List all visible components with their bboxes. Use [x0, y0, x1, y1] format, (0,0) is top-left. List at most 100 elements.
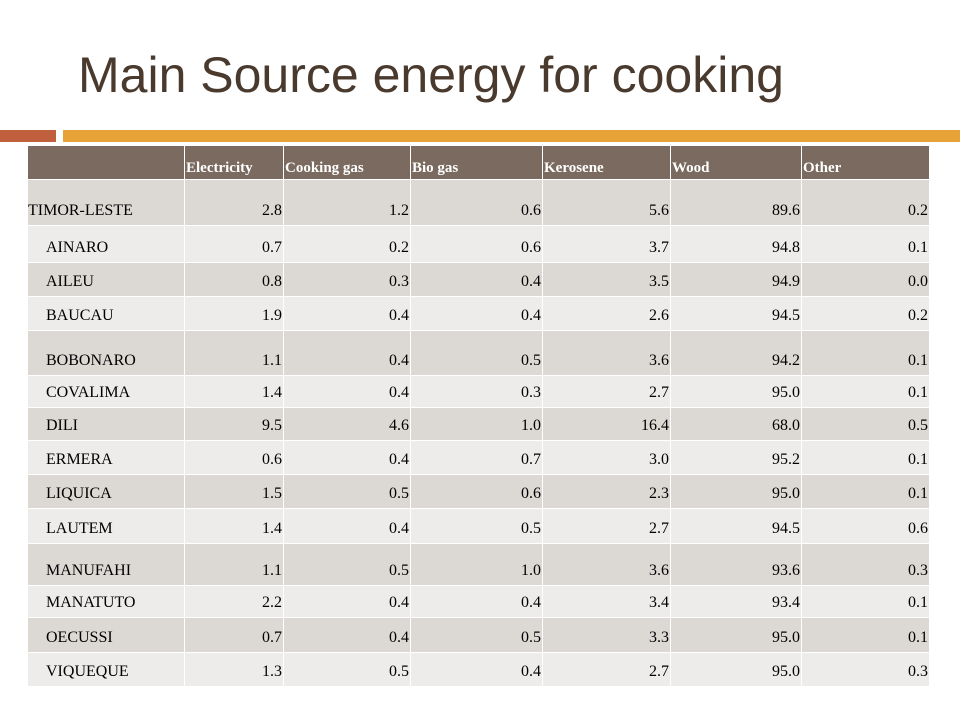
- value-cell: 2.6: [542, 296, 671, 332]
- value-cell: 0.5: [410, 508, 543, 544]
- value-cell: 1.2: [283, 178, 411, 227]
- table-row: LAUTEM 1.4 0.4 0.5 2.7 94.5 0.6: [27, 508, 930, 544]
- column-header: Electricity: [184, 145, 284, 180]
- value-cell: 95.0: [670, 651, 802, 688]
- region-name: ERMERA: [27, 439, 185, 475]
- value-cell: 0.1: [801, 374, 930, 409]
- value-cell: 94.5: [670, 508, 802, 544]
- accent-bar-left: [0, 130, 56, 142]
- value-cell: 5.6: [542, 178, 671, 227]
- value-cell: 1.1: [184, 330, 284, 376]
- value-cell: 0.8: [184, 261, 284, 298]
- value-cell: 0.6: [410, 473, 543, 510]
- table-row: ERMERA 0.6 0.4 0.7 3.0 95.2 0.1: [27, 439, 930, 475]
- value-cell: 0.1: [801, 439, 930, 475]
- value-cell: 0.1: [801, 330, 930, 376]
- value-cell: 0.4: [283, 330, 411, 376]
- value-cell: 0.3: [801, 651, 930, 688]
- region-name: BOBONARO: [27, 330, 185, 376]
- value-cell: 3.7: [542, 225, 671, 263]
- value-cell: 0.1: [801, 225, 930, 263]
- table-row: OECUSSI 0.7 0.4 0.5 3.3 95.0 0.1: [27, 617, 930, 653]
- value-cell: 0.5: [283, 651, 411, 688]
- accent-bar-right: [63, 130, 960, 142]
- value-cell: 0.6: [801, 508, 930, 544]
- table-row: VIQUEQUE 1.3 0.5 0.4 2.7 95.0 0.3: [27, 651, 930, 688]
- region-name: AINARO: [27, 225, 185, 263]
- column-header: Other: [801, 145, 930, 180]
- column-header: Kerosene: [542, 145, 671, 180]
- table-row: TIMOR-LESTE 2.8 1.2 0.6 5.6 89.6 0.2: [27, 178, 930, 227]
- value-cell: 94.9: [670, 261, 802, 298]
- region-name: OECUSSI: [27, 617, 185, 653]
- value-cell: 1.0: [410, 407, 543, 441]
- value-cell: 1.0: [410, 542, 543, 586]
- value-cell: 2.7: [542, 508, 671, 544]
- value-cell: 0.5: [283, 542, 411, 586]
- value-cell: 95.2: [670, 439, 802, 475]
- energy-table: Electricity Cooking gas Bio gas Kerosene Woo…: [27, 145, 930, 688]
- region-name: MANUFAHI: [27, 542, 185, 586]
- value-cell: 0.2: [801, 296, 930, 332]
- value-cell: 1.1: [184, 542, 284, 586]
- value-cell: 0.3: [283, 261, 411, 298]
- value-cell: 9.5: [184, 407, 284, 441]
- table-row: AINARO 0.7 0.2 0.6 3.7 94.8 0.1: [27, 225, 930, 263]
- value-cell: 68.0: [670, 407, 802, 441]
- value-cell: 0.5: [410, 617, 543, 653]
- table-row: DILI 9.5 4.6 1.0 16.4 68.0 0.5: [27, 407, 930, 441]
- value-cell: 1.5: [184, 473, 284, 510]
- value-cell: 0.6: [184, 439, 284, 475]
- value-cell: 0.4: [283, 374, 411, 409]
- energy-table-container: Electricity Cooking gas Bio gas Kerosene Woo…: [27, 145, 930, 688]
- value-cell: 0.7: [184, 617, 284, 653]
- value-cell: 1.4: [184, 374, 284, 409]
- slide-title: Main Source energy for cooking: [78, 47, 784, 103]
- value-cell: 0.3: [801, 542, 930, 586]
- value-cell: 2.3: [542, 473, 671, 510]
- value-cell: 0.4: [410, 296, 543, 332]
- table-row: MANUFAHI 1.1 0.5 1.0 3.6 93.6 0.3: [27, 542, 930, 586]
- value-cell: 3.5: [542, 261, 671, 298]
- region-name: COVALIMA: [27, 374, 185, 409]
- value-cell: 3.4: [542, 584, 671, 619]
- value-cell: 3.3: [542, 617, 671, 653]
- value-cell: 93.4: [670, 584, 802, 619]
- value-cell: 3.6: [542, 330, 671, 376]
- value-cell: 4.6: [283, 407, 411, 441]
- value-cell: 94.2: [670, 330, 802, 376]
- value-cell: 0.4: [283, 584, 411, 619]
- value-cell: 0.0: [801, 261, 930, 298]
- value-cell: 2.7: [542, 651, 671, 688]
- value-cell: 89.6: [670, 178, 802, 227]
- region-name: LIQUICA: [27, 473, 185, 510]
- value-cell: 3.6: [542, 542, 671, 586]
- value-cell: 94.8: [670, 225, 802, 263]
- value-cell: 95.0: [670, 473, 802, 510]
- value-cell: 0.4: [283, 508, 411, 544]
- value-cell: 0.4: [283, 617, 411, 653]
- region-name: MANATUTO: [27, 584, 185, 619]
- region-name: DILI: [27, 407, 185, 441]
- region-name: BAUCAU: [27, 296, 185, 332]
- value-cell: 0.1: [801, 617, 930, 653]
- value-cell: 1.3: [184, 651, 284, 688]
- value-cell: 1.4: [184, 508, 284, 544]
- column-header: Wood: [670, 145, 802, 180]
- value-cell: 1.9: [184, 296, 284, 332]
- region-name: AILEU: [27, 261, 185, 298]
- value-cell: 95.0: [670, 617, 802, 653]
- value-cell: 0.6: [410, 225, 543, 263]
- column-header: Bio gas: [410, 145, 543, 180]
- table-row: BAUCAU 1.9 0.4 0.4 2.6 94.5 0.2: [27, 296, 930, 332]
- table-row: MANATUTO 2.2 0.4 0.4 3.4 93.4 0.1: [27, 584, 930, 619]
- table-header-row: Electricity Cooking gas Bio gas Kerosene Woo…: [27, 145, 930, 180]
- value-cell: 2.2: [184, 584, 284, 619]
- value-cell: 0.4: [410, 651, 543, 688]
- value-cell: 0.6: [410, 178, 543, 227]
- value-cell: 0.5: [283, 473, 411, 510]
- value-cell: 0.2: [283, 225, 411, 263]
- value-cell: 93.6: [670, 542, 802, 586]
- column-header: Cooking gas: [283, 145, 411, 180]
- table-row: COVALIMA 1.4 0.4 0.3 2.7 95.0 0.1: [27, 374, 930, 409]
